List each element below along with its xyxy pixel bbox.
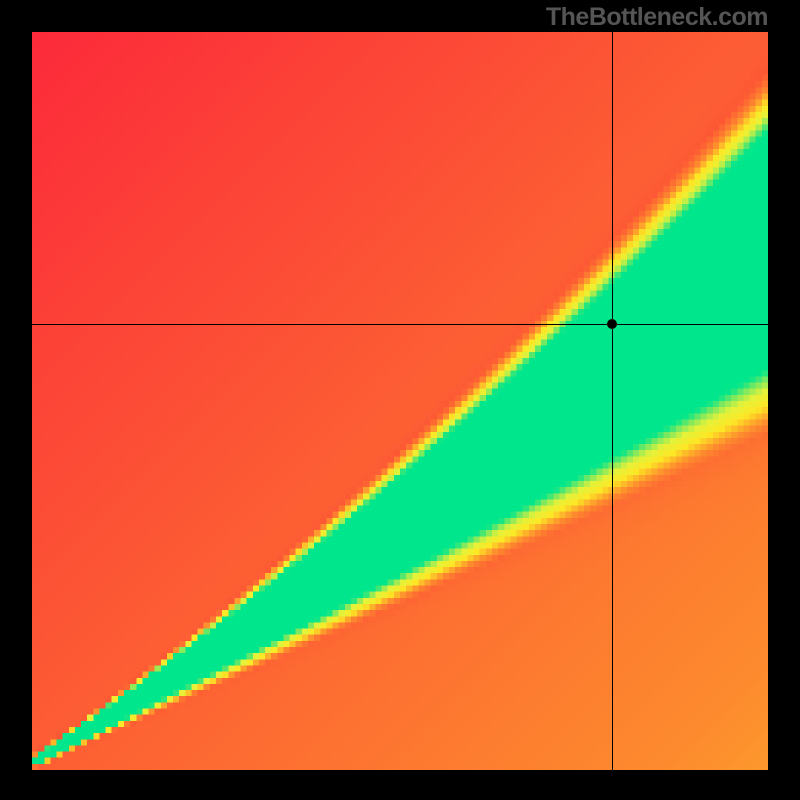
bottleneck-heatmap [32,32,768,770]
crosshair-vertical [612,32,613,770]
crosshair-horizontal [32,324,768,325]
chart-container: TheBottleneck.com [0,0,800,800]
crosshair-dot [607,319,617,329]
watermark-text: TheBottleneck.com [546,3,768,32]
